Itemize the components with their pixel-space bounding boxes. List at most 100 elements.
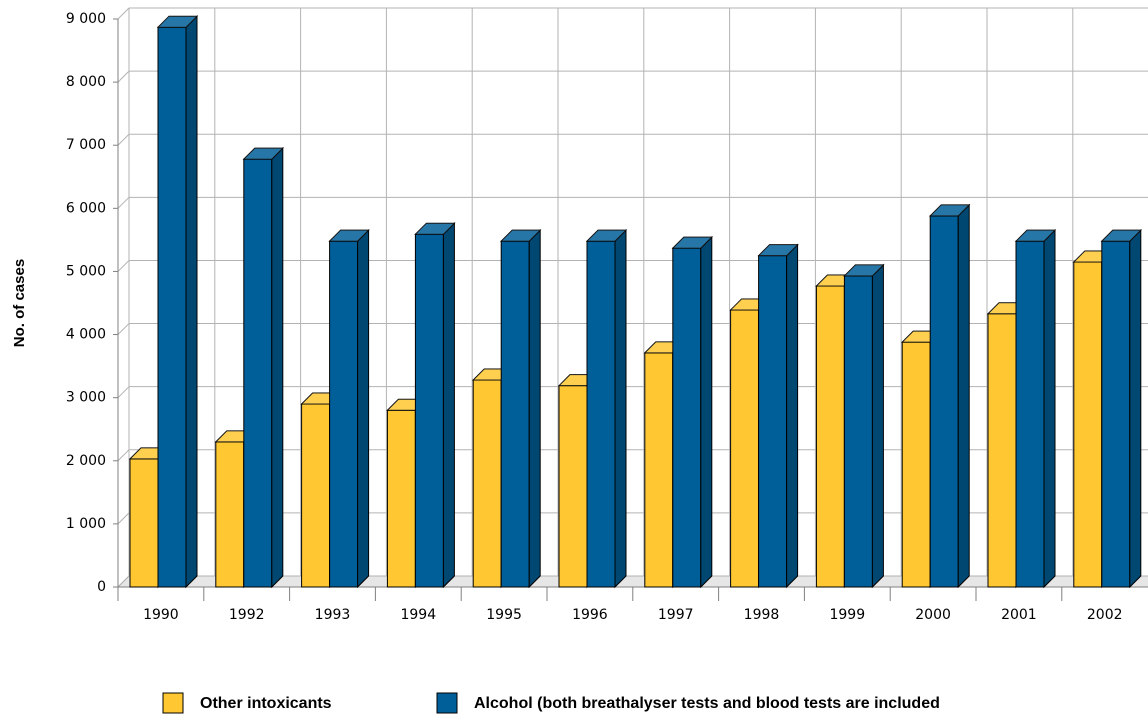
bar-side-shade [615,230,626,587]
bar-top-shade [844,264,884,276]
bar-top [1100,229,1143,242]
bar-top [242,147,285,160]
bar-side-shade [186,16,197,587]
bar-front [730,309,760,588]
x-tick-label: 1994 [400,607,436,623]
bar-front [901,341,931,588]
bar-front [1101,240,1131,588]
bar [843,263,885,589]
x-tick-label: 1996 [572,607,608,623]
bar-front [987,313,1017,588]
bar [328,228,370,589]
bar-top-shade [243,148,283,160]
bar-front [1073,261,1103,588]
x-tick-label: 2002 [1087,607,1123,623]
bar-top-shade [672,237,712,249]
y-tick-label: 5 000 [66,263,106,279]
bar-front [586,240,616,588]
x-tick-label: 2000 [915,607,951,623]
bar-top-shade [501,230,541,242]
bar-front [672,247,702,588]
y-tick-label: 0 [97,579,106,595]
bar [1014,228,1057,589]
bar [156,14,199,589]
y-tick-label: 4 000 [66,327,106,343]
bar-side-shade [271,148,283,587]
grid-line [117,323,130,335]
grid-line [117,7,130,20]
bar-top-shade [158,16,197,28]
x-tick-label: 1999 [829,607,865,623]
bar-front [472,379,502,588]
bar [414,222,456,589]
bar-front [929,215,959,588]
y-tick-label: 3 000 [66,390,106,406]
bar-front [329,240,359,588]
grid-line [117,260,130,272]
legend-swatch [162,692,184,714]
bar-side-shade [443,223,455,587]
bar-top-shade [1016,230,1055,242]
bar-front [558,385,588,588]
y-axis-title: No. of cases [11,259,28,347]
y-tick-label: 8 000 [66,74,106,90]
bar [242,146,285,589]
bar-top-shade [415,223,455,235]
grid-line [117,512,130,525]
bar [671,235,714,589]
bar [757,243,799,589]
bar-front [500,240,530,588]
legend-swatch [436,692,458,714]
x-tick-label: 1995 [486,607,522,623]
bar-top [156,15,199,28]
bar-side-shade [1044,230,1055,587]
y-tick-label: 1 000 [66,516,106,532]
bar-front [414,233,444,588]
bar-side-shade [529,230,541,587]
bar-top [414,222,456,235]
bar-front [215,441,245,588]
bar-side-shade [1129,230,1141,587]
bar-side-shade [872,264,884,587]
bar-front [129,458,159,588]
bar-front [157,26,187,588]
y-tick-label: 6 000 [66,200,106,216]
bar-top [585,229,628,242]
grid-line [117,133,130,146]
y-tick-label: 2 000 [66,453,106,469]
x-tick-label: 1997 [658,607,694,623]
grid-line [117,196,130,209]
bar-top [671,236,714,249]
bar [585,228,628,589]
bar-side-shade [958,204,970,587]
bar-side-shade [786,244,798,587]
bar-top [1014,229,1057,242]
bar-top [843,264,885,277]
bar-top-shade [329,230,369,242]
bar-top-shade [758,244,798,256]
bar-front [301,403,331,588]
grid-line [117,386,130,399]
grid-line [117,70,130,83]
bar-top [757,244,799,257]
bar [499,228,542,589]
bar-top [928,204,971,217]
bar-top [328,229,370,242]
y-tick-label: 9 000 [66,11,106,27]
bar-front [243,158,273,588]
legend-label: Alcohol (both breathalyser tests and blo… [474,695,940,712]
bar [1100,228,1143,589]
bar-front [843,275,873,588]
bar-front [758,255,788,588]
bar-side-shade [700,237,712,588]
x-tick-label: 2001 [1001,607,1037,623]
bar-front [386,409,416,588]
bar-front [1015,240,1045,588]
bar-top-shade [587,230,626,242]
bar-top-shade [930,204,970,216]
legend: Other intoxicants Alcohol (both breathaly… [162,692,940,714]
legend-label: Other intoxicants [200,695,332,712]
bar-side-shade [357,230,369,587]
x-tick-label: 1992 [229,607,265,623]
